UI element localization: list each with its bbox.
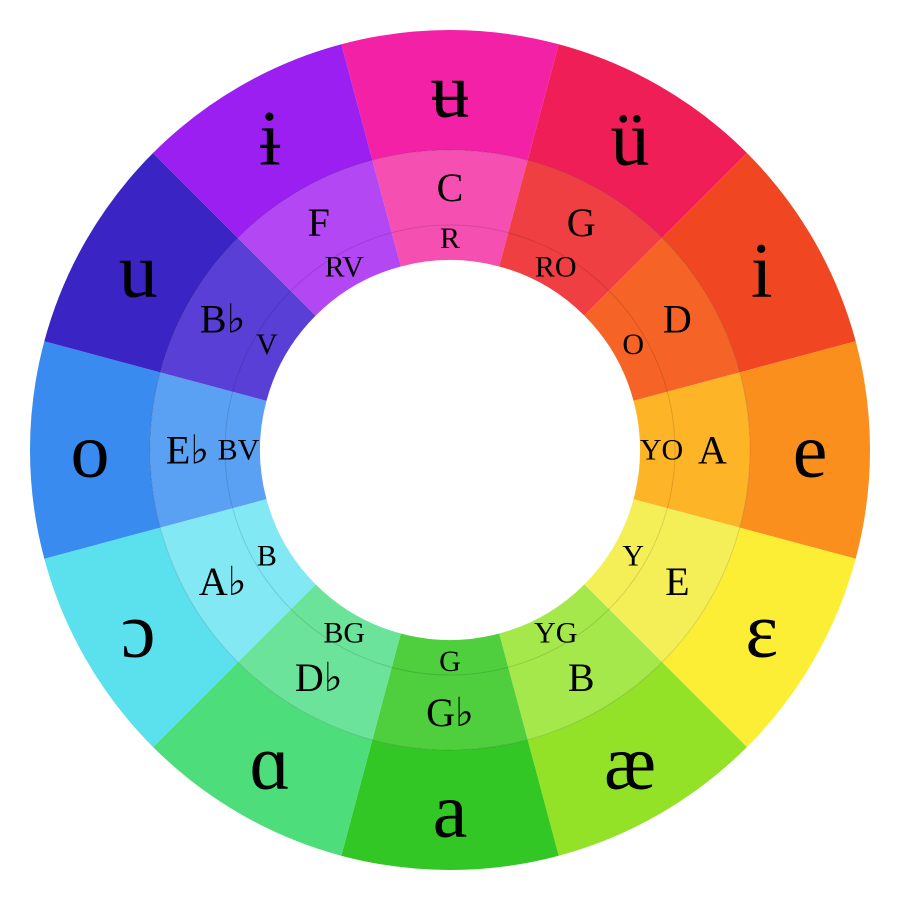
vowel-label-8: ɔ: [121, 587, 156, 674]
note-label-9: E♭: [166, 428, 209, 473]
hue-label-11: RV: [325, 250, 365, 283]
note-label-4: E: [665, 559, 689, 604]
hue-label-7: BG: [323, 617, 365, 650]
note-label-8: A♭: [199, 559, 247, 604]
hue-label-5: YG: [534, 617, 577, 650]
note-label-6: G♭: [426, 690, 474, 735]
vowel-label-9: o: [71, 407, 110, 494]
vowel-label-5: æ: [604, 718, 656, 805]
vowel-label-0: ʉ: [431, 47, 470, 134]
vowel-label-10: u: [119, 227, 158, 314]
hue-label-10: V: [256, 328, 278, 361]
note-label-11: F: [308, 200, 330, 245]
note-label-10: B♭: [200, 296, 246, 341]
note-label-5: B: [568, 655, 595, 700]
vowel-label-1: ü: [611, 95, 650, 182]
hue-label-6: G: [439, 645, 461, 678]
hue-label-4: Y: [622, 539, 644, 572]
note-label-0: C: [437, 165, 464, 210]
vowel-label-3: e: [793, 407, 828, 494]
note-label-2: D: [663, 296, 692, 341]
hue-label-0: R: [440, 222, 460, 255]
hue-label-9: BV: [218, 434, 260, 467]
note-label-3: A: [698, 428, 727, 473]
hue-label-2: O: [622, 328, 644, 361]
note-label-1: G: [567, 200, 596, 245]
vowel-label-2: i: [751, 227, 773, 314]
vowel-label-4: ɛ: [745, 587, 778, 674]
hue-label-8: B: [257, 539, 277, 572]
vowel-label-11: ɨ: [259, 95, 281, 182]
vowel-label-7: ɑ: [250, 718, 291, 805]
vowel-label-6: a: [433, 767, 468, 854]
hue-label-3: YO: [640, 434, 683, 467]
note-label-7: D♭: [295, 655, 343, 700]
color-music-vowel-wheel: ʉCRüGROiDOeAYOɛEYæBYGaG♭GɑD♭BGɔA♭BoE♭BVu…: [0, 0, 900, 900]
hue-label-1: RO: [535, 250, 577, 283]
